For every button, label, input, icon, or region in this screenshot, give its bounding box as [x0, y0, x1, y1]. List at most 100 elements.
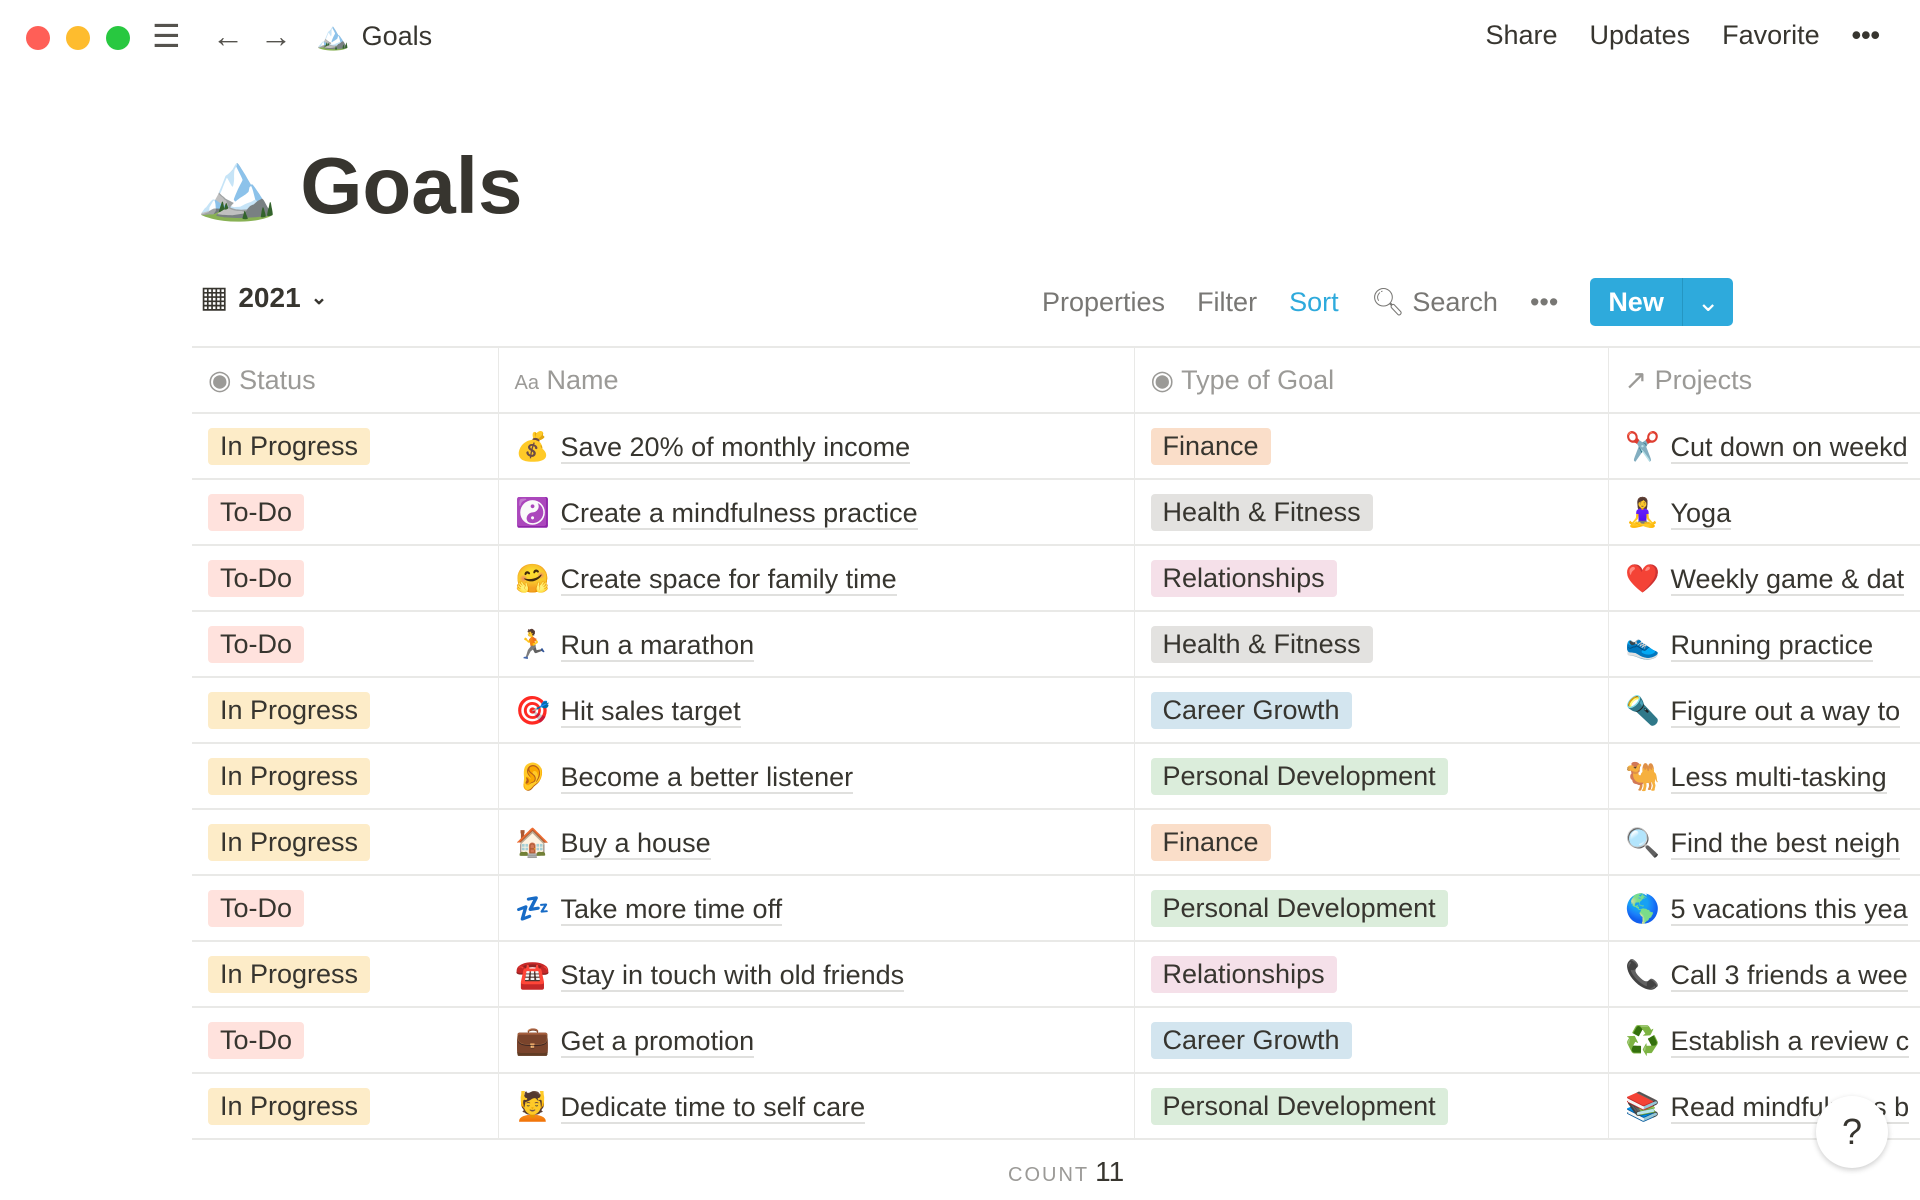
table-row[interactable]: To-Do 💤 Take more time off Personal Devel…	[192, 874, 1920, 942]
project-link[interactable]: Yoga	[1670, 497, 1732, 530]
type-cell[interactable]: Health & Fitness	[1133, 610, 1608, 678]
sort-button[interactable]: Sort	[1289, 286, 1339, 317]
name-cell[interactable]: 👂 Become a better listener	[497, 742, 1134, 810]
chevron-down-icon[interactable]: ⌄	[1681, 278, 1734, 326]
status-cell[interactable]: In Progress	[192, 412, 498, 480]
projects-cell[interactable]: 👟 Running practice	[1607, 610, 1920, 678]
name-cell[interactable]: ☯️ Create a mindfulness practice	[497, 478, 1134, 546]
name-cell[interactable]: ☎️ Stay in touch with old friends	[497, 940, 1134, 1008]
status-cell[interactable]: In Progress	[192, 940, 498, 1008]
table-row[interactable]: In Progress 💆 Dedicate time to self care …	[192, 1072, 1920, 1140]
status-cell[interactable]: To-Do	[192, 478, 498, 546]
name-cell[interactable]: 💰 Save 20% of monthly income	[497, 412, 1134, 480]
project-link[interactable]: Establish a review c	[1670, 1025, 1910, 1058]
status-cell[interactable]: To-Do	[192, 610, 498, 678]
page-title[interactable]: Goals	[300, 141, 523, 230]
projects-cell[interactable]: 🐫 Less multi-tasking	[1607, 742, 1920, 810]
table-row[interactable]: To-Do ☯️ Create a mindfulness practice He…	[192, 478, 1920, 546]
properties-button[interactable]: Properties	[1042, 286, 1166, 317]
goal-name[interactable]: Create space for family time	[560, 563, 897, 596]
project-link[interactable]: 5 vacations this yea	[1670, 893, 1908, 926]
back-arrow-icon[interactable]: ←	[212, 18, 244, 54]
type-cell[interactable]: Relationships	[1133, 544, 1608, 612]
projects-cell[interactable]: 🧘‍♀️ Yoga	[1607, 478, 1920, 546]
table-row[interactable]: To-Do 💼 Get a promotion Career Growth ♻️ E…	[192, 1006, 1920, 1074]
projects-cell[interactable]: ✂️ Cut down on weekd	[1607, 412, 1920, 480]
project-link[interactable]: Find the best neigh	[1670, 827, 1901, 860]
projects-cell[interactable]: ❤️ Weekly game & dat	[1607, 544, 1920, 612]
goal-name[interactable]: Create a mindfulness practice	[560, 497, 918, 530]
projects-cell[interactable]: 🌎 5 vacations this yea	[1607, 874, 1920, 942]
type-cell[interactable]: Personal Development	[1133, 1072, 1608, 1140]
type-cell[interactable]: Finance	[1133, 412, 1608, 480]
maximize-window-button[interactable]	[106, 26, 130, 50]
status-cell[interactable]: In Progress	[192, 808, 498, 876]
goal-name[interactable]: Hit sales target	[560, 695, 741, 728]
goal-name[interactable]: Become a better listener	[560, 761, 854, 794]
project-link[interactable]: Figure out a way to	[1670, 695, 1901, 728]
project-link[interactable]: Call 3 friends a wee	[1670, 959, 1908, 992]
view-selector[interactable]: ▦ 2021 ⌄	[200, 280, 327, 315]
mountain-icon[interactable]: 🏔️	[196, 148, 279, 222]
share-button[interactable]: Share	[1485, 20, 1558, 50]
column-status[interactable]: ◉ Status	[192, 346, 498, 414]
name-cell[interactable]: 🎯 Hit sales target	[497, 676, 1134, 744]
project-link[interactable]: Running practice	[1670, 629, 1874, 662]
table-row[interactable]: In Progress 🎯 Hit sales target Career Gro…	[192, 676, 1920, 744]
minimize-window-button[interactable]	[66, 26, 90, 50]
project-link[interactable]: Less multi-tasking	[1670, 761, 1887, 794]
projects-cell[interactable]: 🔦 Figure out a way to	[1607, 676, 1920, 744]
name-cell[interactable]: 💆 Dedicate time to self care	[497, 1072, 1134, 1140]
column-type[interactable]: ◉ Type of Goal	[1133, 346, 1608, 414]
status-cell[interactable]: In Progress	[192, 742, 498, 810]
type-cell[interactable]: Finance	[1133, 808, 1608, 876]
search-button[interactable]: 🔍︎ Search	[1371, 286, 1498, 318]
filter-button[interactable]: Filter	[1197, 286, 1258, 317]
breadcrumb-page[interactable]: Goals	[361, 20, 433, 51]
status-cell[interactable]: To-Do	[192, 544, 498, 612]
column-projects[interactable]: ↗ Projects	[1607, 346, 1920, 414]
status-cell[interactable]: In Progress	[192, 676, 498, 744]
table-row[interactable]: In Progress 💰 Save 20% of monthly income …	[192, 412, 1920, 480]
table-row[interactable]: To-Do 🤗 Create space for family time Rela…	[192, 544, 1920, 612]
goal-name[interactable]: Get a promotion	[560, 1025, 755, 1058]
project-link[interactable]: Weekly game & dat	[1670, 563, 1905, 596]
table-row[interactable]: To-Do 🏃 Run a marathon Health & Fitness 👟…	[192, 610, 1920, 678]
projects-cell[interactable]: 📞 Call 3 friends a wee	[1607, 940, 1920, 1008]
project-link[interactable]: Cut down on weekd	[1670, 431, 1908, 464]
name-cell[interactable]: 🤗 Create space for family time	[497, 544, 1134, 612]
status-cell[interactable]: In Progress	[192, 1072, 498, 1140]
status-cell[interactable]: To-Do	[192, 1006, 498, 1074]
goal-name[interactable]: Save 20% of monthly income	[560, 431, 911, 464]
type-cell[interactable]: Personal Development	[1133, 742, 1608, 810]
name-cell[interactable]: 🏃 Run a marathon	[497, 610, 1134, 678]
projects-cell[interactable]: ♻️ Establish a review c	[1607, 1006, 1920, 1074]
status-cell[interactable]: To-Do	[192, 874, 498, 942]
name-cell[interactable]: 💤 Take more time off	[497, 874, 1134, 942]
type-cell[interactable]: Relationships	[1133, 940, 1608, 1008]
column-name[interactable]: Aa Name	[497, 346, 1134, 414]
type-cell[interactable]: Career Growth	[1133, 1006, 1608, 1074]
goal-name[interactable]: Stay in touch with old friends	[560, 959, 905, 992]
breadcrumb[interactable]: 🏔️ Goals	[316, 20, 432, 52]
updates-button[interactable]: Updates	[1589, 20, 1691, 50]
type-cell[interactable]: Health & Fitness	[1133, 478, 1608, 546]
projects-cell[interactable]: 🔍 Find the best neigh	[1607, 808, 1920, 876]
table-row[interactable]: In Progress 🏠 Buy a house Finance 🔍 Find t…	[192, 808, 1920, 876]
goal-name[interactable]: Take more time off	[560, 893, 783, 926]
favorite-button[interactable]: Favorite	[1722, 20, 1820, 50]
name-cell[interactable]: 💼 Get a promotion	[497, 1006, 1134, 1074]
table-row[interactable]: In Progress ☎️ Stay in touch with old fri…	[192, 940, 1920, 1008]
new-button[interactable]: New	[1608, 286, 1664, 317]
goal-name[interactable]: Dedicate time to self care	[560, 1091, 866, 1124]
name-cell[interactable]: 🏠 Buy a house	[497, 808, 1134, 876]
more-options-icon[interactable]: •••	[1529, 286, 1559, 317]
type-cell[interactable]: Career Growth	[1133, 676, 1608, 744]
type-cell[interactable]: Personal Development	[1133, 874, 1608, 942]
close-window-button[interactable]	[26, 26, 50, 50]
help-button[interactable]: ?	[1816, 1096, 1888, 1168]
goal-name[interactable]: Run a marathon	[560, 629, 755, 662]
goal-name[interactable]: Buy a house	[560, 827, 711, 860]
sidebar-menu-icon[interactable]: ☰	[152, 18, 181, 54]
table-row[interactable]: In Progress 👂 Become a better listener Pe…	[192, 742, 1920, 810]
